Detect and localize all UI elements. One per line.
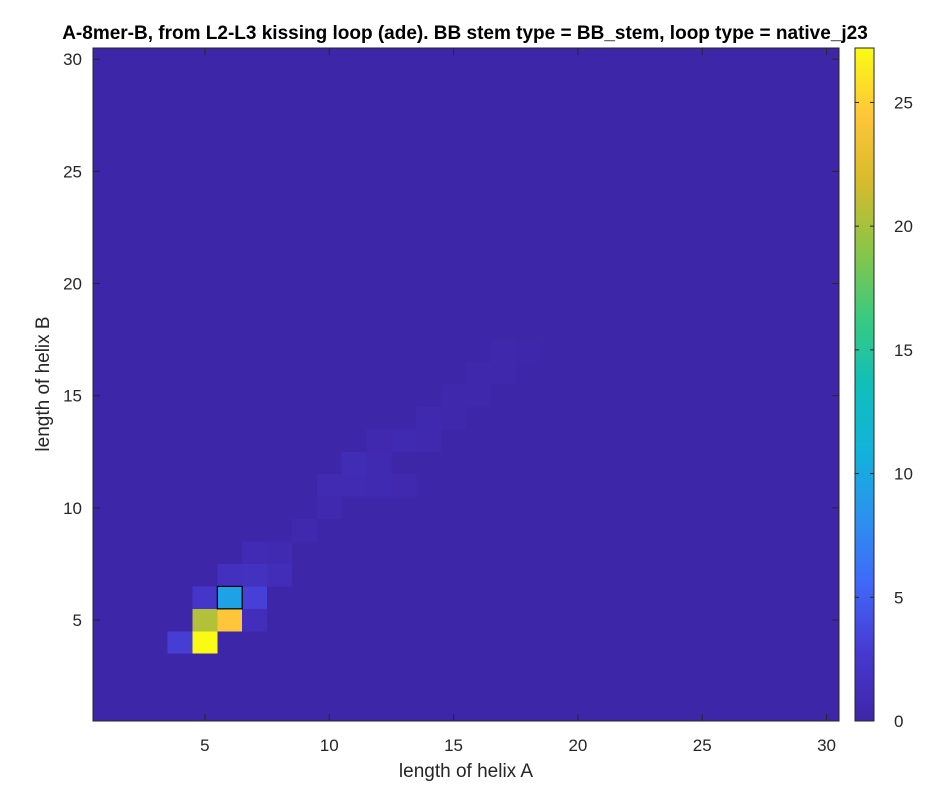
- colorbar-tick-label: 0: [894, 712, 903, 731]
- heatmap-cell: [515, 339, 541, 363]
- heatmap-cell: [242, 586, 268, 609]
- heatmap-cell: [416, 429, 442, 452]
- highlight-cell-outline: [216, 585, 243, 610]
- heatmap-cell: [391, 429, 417, 452]
- y-tick-label: 10: [63, 499, 82, 518]
- x-tick-label: 30: [817, 736, 836, 755]
- heatmap-cell: [217, 586, 243, 609]
- heatmap-cell: [267, 563, 292, 587]
- colorbar-ticks: 0 5 10 15 20 25: [855, 93, 913, 731]
- heatmap-cell: [366, 474, 392, 497]
- heatmap-cells: [167, 339, 541, 654]
- x-tick-label: 10: [320, 736, 339, 755]
- heatmap-cell: [466, 384, 491, 407]
- plot-frame: [92, 47, 840, 722]
- colorbar-tick-label: 20: [894, 217, 913, 236]
- colorbar-tick-label: 5: [894, 588, 903, 607]
- heatmap-cell: [267, 541, 292, 564]
- heatmap-cell: [341, 451, 367, 475]
- heatmap-cell: [242, 563, 268, 587]
- heatmap-cell: [242, 608, 268, 632]
- heatmap-cell: [217, 608, 243, 632]
- x-axis: 5 10 15 20 25 30: [200, 48, 836, 755]
- heatmap-cell: [366, 429, 392, 452]
- heatmap-cell: [316, 474, 342, 497]
- heatmap-cell: [291, 519, 317, 542]
- colorbar-gradient: [854, 47, 875, 722]
- y-tick-label: 30: [63, 50, 82, 69]
- x-tick-label: 20: [568, 736, 587, 755]
- heatmap-cell: [416, 406, 442, 430]
- y-tick-label: 15: [63, 387, 82, 406]
- x-tick-label: 25: [693, 736, 712, 755]
- y-tick-label: 20: [63, 275, 82, 294]
- chart-title: A-8mer-B, from L2-L3 kissing loop (ade).…: [62, 23, 868, 44]
- heatmap-cell: [441, 384, 466, 407]
- colorbar-tick-label: 15: [894, 341, 913, 360]
- colorbar: 0 5 10 15 20 25: [854, 47, 913, 731]
- heatmap-cell: [192, 608, 218, 632]
- heatmap-cell: [167, 631, 193, 654]
- y-axis: 5 10 15 20 25 30: [63, 50, 839, 630]
- y-tick-label: 5: [73, 611, 82, 630]
- heatmap-cell: [466, 362, 491, 385]
- colorbar-tick-label: 25: [894, 93, 913, 112]
- heatmap-cell: [192, 631, 218, 654]
- heatmap-cell: [341, 474, 367, 497]
- colorbar-tick-label: 10: [894, 465, 913, 484]
- heatmap-cell: [490, 362, 516, 385]
- x-tick-label: 5: [200, 736, 209, 755]
- heatmap-cell: [217, 563, 243, 587]
- heatmap-cell: [490, 339, 516, 363]
- heatmap-cell: [391, 474, 417, 497]
- heatmap-cell: [441, 406, 466, 430]
- y-axis-label: length of helix B: [33, 316, 54, 451]
- heatmap-cell: [366, 451, 392, 475]
- y-tick-label: 25: [63, 162, 82, 181]
- heatmap-cell: [316, 496, 342, 520]
- x-tick-label: 15: [444, 736, 463, 755]
- heatmap-cell: [192, 586, 218, 609]
- heatmap-cell: [242, 541, 268, 564]
- x-axis-label: length of helix A: [399, 761, 533, 782]
